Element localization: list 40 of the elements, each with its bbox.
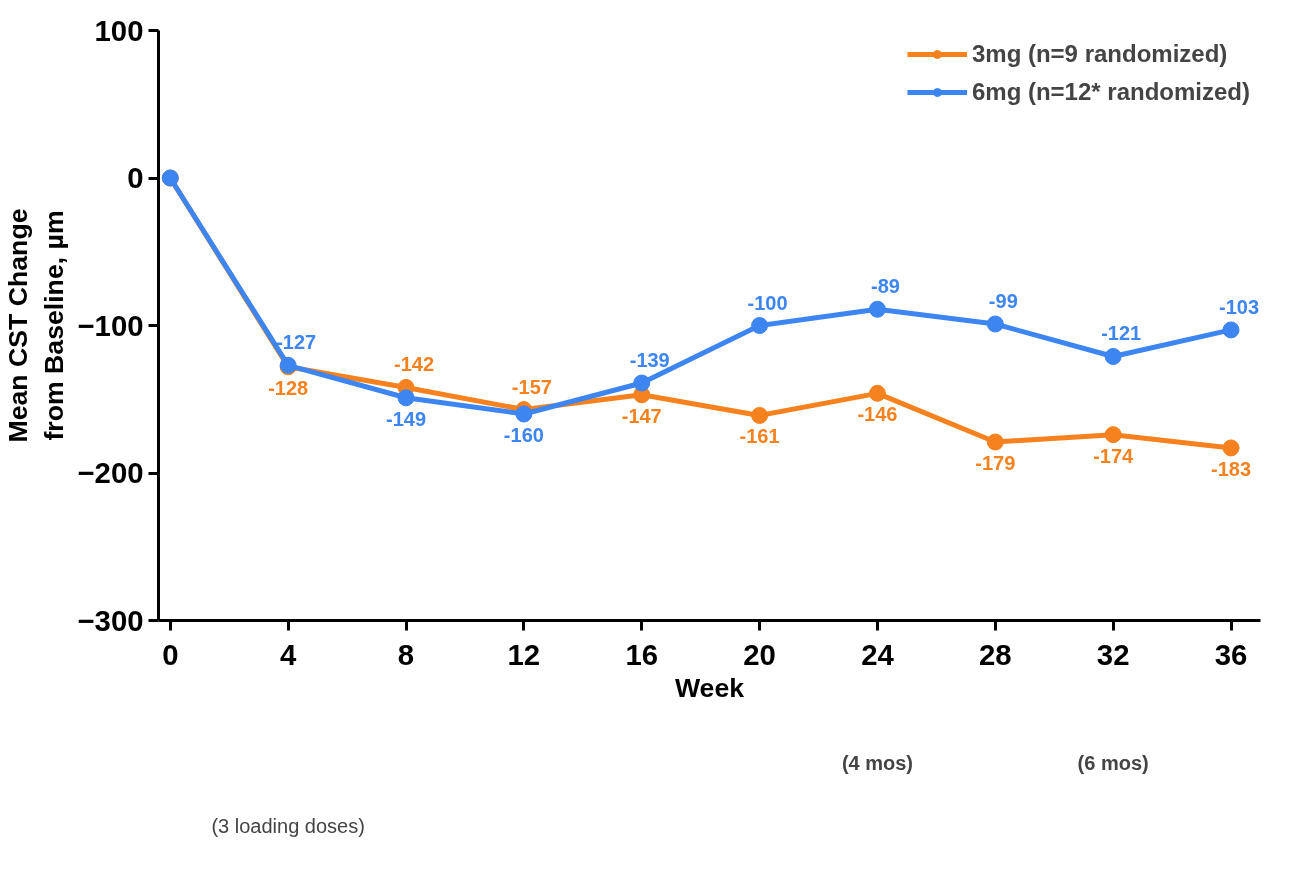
x-tick-label: 16 <box>625 637 659 671</box>
x-tick-label: 20 <box>743 637 776 671</box>
x-tick-label: 12 <box>507 637 541 671</box>
y-tick-label: −300 <box>77 603 144 637</box>
data-label: -160 <box>503 424 544 446</box>
y-axis-title: Mean CST Change from Baseline, µm <box>3 208 70 443</box>
data-label: -183 <box>1211 457 1252 480</box>
data-label: -146 <box>857 403 898 426</box>
x-tick-label: 24 <box>861 637 895 671</box>
data-label: -127 <box>276 331 317 354</box>
data-label: -174 <box>1093 444 1135 467</box>
text: (6 mos) <box>1077 751 1149 774</box>
data-label: -139 <box>629 349 670 372</box>
data-label: -89 <box>871 275 900 298</box>
x-tick-label: 0 <box>162 637 179 671</box>
data-label: -179 <box>975 452 1016 475</box>
data-label: -99 <box>988 290 1018 313</box>
legend-label: 3mg (n=9 randomized) <box>971 40 1228 68</box>
legend-label: 6mg (n=12* randomized) <box>971 78 1250 106</box>
x-tick-label: 32 <box>1096 637 1130 671</box>
data-label: -100 <box>747 291 788 314</box>
y-tick-label: 0 <box>127 161 144 194</box>
data-label: -149 <box>385 407 427 430</box>
data-label: -121 <box>1101 322 1142 345</box>
x-tick-label: 28 <box>979 637 1012 671</box>
data-label: -147 <box>621 404 662 427</box>
x-axis-title: Week <box>674 672 745 703</box>
data-label: -103 <box>1219 295 1260 318</box>
data-label: -161 <box>739 425 780 448</box>
x-tick-label: 4 <box>279 637 297 671</box>
data-label: -142 <box>393 353 435 376</box>
x-tick-label: 8 <box>397 637 415 671</box>
y-tick-label: −200 <box>77 456 144 489</box>
text: (3 loading doses) <box>211 814 365 837</box>
x-tick-label: 36 <box>1214 637 1248 671</box>
data-label: -157 <box>511 375 552 398</box>
text: (4 mos) <box>841 751 914 774</box>
data-label: -128 <box>268 376 309 399</box>
y-tick-label: −100 <box>77 308 144 342</box>
y-tick-label: 100 <box>94 13 144 47</box>
